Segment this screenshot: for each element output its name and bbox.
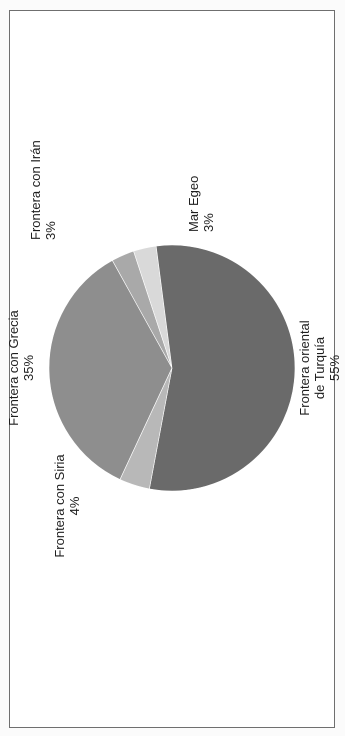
slice-label-line: 3% [43, 221, 58, 240]
slice-label-line: 55% [327, 355, 342, 381]
slice-label: Frontera con Siria4% [52, 454, 82, 558]
slice-label-line: Frontera con Siria [52, 454, 67, 558]
pie-slice [149, 244, 296, 492]
slice-label: Mar Egeo3% [186, 176, 216, 232]
pie-slices [48, 244, 296, 492]
slice-label-line: 4% [67, 496, 82, 515]
slice-label-line: Frontera oriental [297, 320, 312, 415]
slice-label-line: 3% [201, 213, 216, 232]
pie-labels: Frontera con Grecia35%Frontera con Irán3… [6, 140, 342, 557]
slice-label-line: Mar Egeo [186, 176, 201, 232]
slice-label: Frontera con Grecia35% [6, 309, 36, 425]
slice-label-line: Frontera con Irán [28, 140, 43, 240]
slice-label-line: Frontera con Grecia [6, 309, 21, 425]
slice-label-line: de Turquía [312, 336, 327, 399]
slice-label-line: 35% [21, 355, 36, 381]
slice-label: Frontera con Irán3% [28, 140, 58, 240]
pie-slice [48, 260, 173, 480]
slice-label: Frontera orientalde Turquía55% [297, 320, 342, 415]
pie-slice [119, 367, 173, 490]
